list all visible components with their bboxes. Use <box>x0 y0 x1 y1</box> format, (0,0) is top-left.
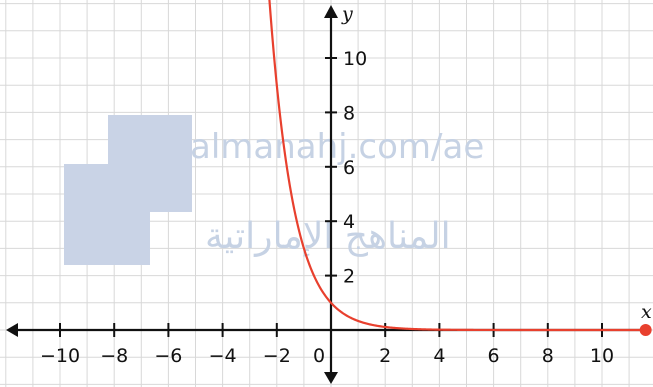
x-tick-label: 8 <box>542 345 554 367</box>
series-end-dot <box>639 324 652 336</box>
x-tick-label: 2 <box>379 345 391 367</box>
ticks: −10 −8 −6 −4 −2 0 2 4 6 8 10 2 4 6 8 10 <box>40 48 614 367</box>
y-tick-label: 8 <box>343 102 355 124</box>
y-tick-label: 10 <box>343 48 367 70</box>
y-axis-up-arrow <box>324 5 338 18</box>
x-tick-label: 10 <box>590 345 614 367</box>
y-axis-down-arrow <box>324 372 338 384</box>
x-tick-label: 6 <box>488 345 500 367</box>
x-axis-label: x <box>641 301 652 323</box>
y-axis-label: y <box>341 3 353 25</box>
x-tick-label: 4 <box>433 345 445 367</box>
watermark-arabic: المناهج الإماراتية <box>205 216 451 257</box>
y-tick-label: 6 <box>343 157 355 179</box>
series-line <box>268 0 643 332</box>
y-tick-label: 2 <box>343 266 355 288</box>
watermark: almanahj.com/ae المناهج الإماراتية <box>64 115 484 265</box>
x-tick-label: −8 <box>100 345 128 367</box>
x-tick-label: 0 <box>313 345 325 367</box>
x-tick-label: −10 <box>40 345 80 367</box>
x-tick-label: −2 <box>263 345 291 367</box>
watermark-url: almanahj.com/ae <box>190 127 484 167</box>
y-tick-label: 4 <box>343 211 355 233</box>
x-tick-label: −4 <box>209 345 237 367</box>
watermark-logo-block-bottom <box>64 164 150 265</box>
series-layer <box>268 0 652 336</box>
x-axis-left-arrow <box>6 323 18 337</box>
x-tick-label: −6 <box>154 345 182 367</box>
